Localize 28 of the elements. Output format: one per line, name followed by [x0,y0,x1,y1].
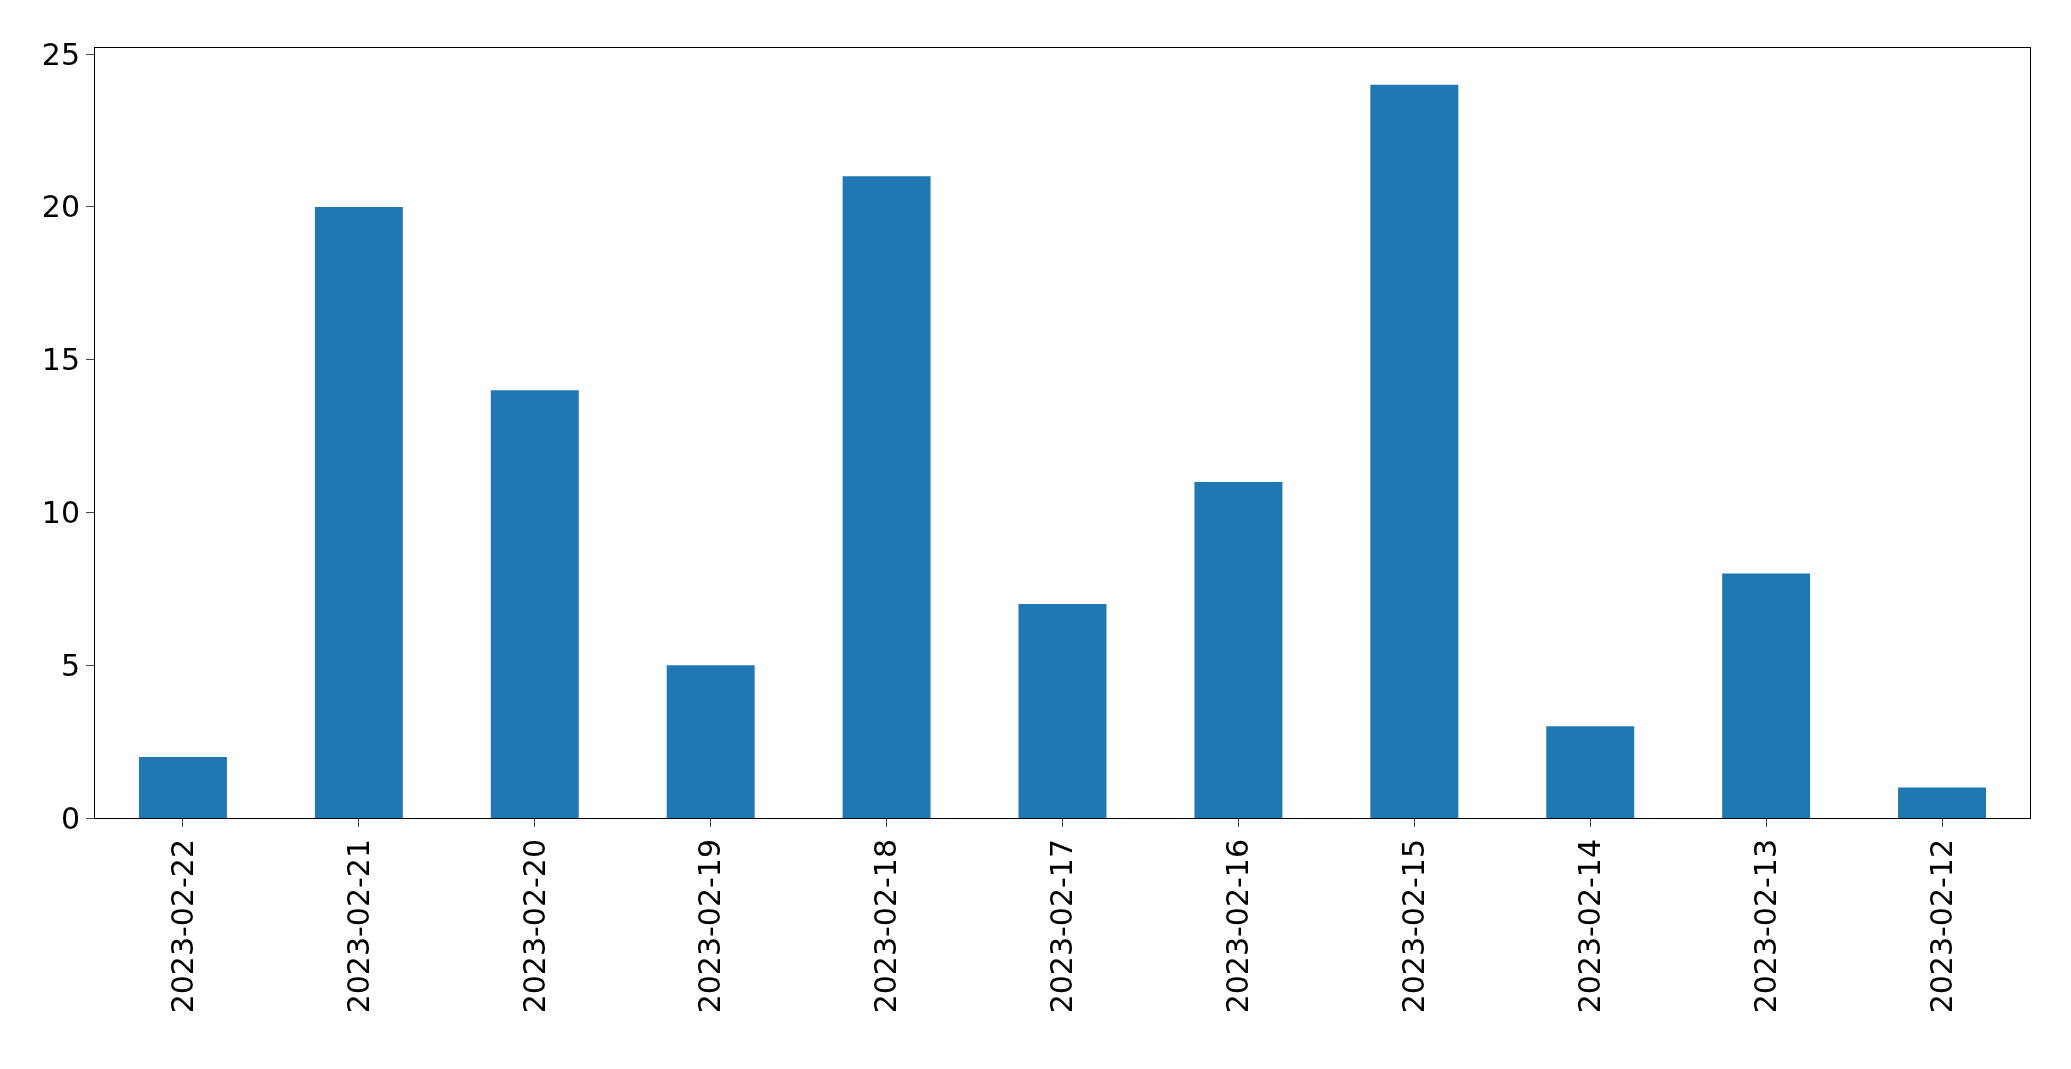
x-tick-label: 2023-02-17 [1044,839,1080,1014]
bar [1546,726,1635,818]
bar [666,665,755,818]
x-tick-label: 2023-02-18 [868,839,904,1014]
bar [138,756,227,818]
x-tick-label: 2023-02-20 [516,839,552,1014]
x-tick-label: 2023-02-21 [340,839,376,1014]
y-tick-label: 5 [60,647,80,683]
y-tick-label: 10 [41,494,80,530]
bar [1018,604,1107,818]
bar [1370,84,1459,818]
x-tick-label: 2023-02-15 [1396,839,1432,1014]
x-tick-label: 2023-02-16 [1220,839,1256,1014]
bar [1722,573,1811,818]
y-tick-label: 20 [41,189,80,225]
bar [842,176,931,818]
bar [314,206,403,818]
y-tick-label: 25 [41,36,80,72]
y-tick-label: 15 [41,342,80,378]
bar [1898,787,1987,818]
x-tick-label: 2023-02-12 [1923,839,1959,1014]
bar [490,390,579,818]
x-tick-label: 2023-02-22 [164,839,200,1014]
y-tick-label: 0 [60,800,80,836]
x-tick-label: 2023-02-13 [1747,839,1783,1014]
x-tick-label: 2023-02-19 [692,839,728,1014]
x-tick-label: 2023-02-14 [1571,839,1607,1014]
bar [1194,481,1283,818]
